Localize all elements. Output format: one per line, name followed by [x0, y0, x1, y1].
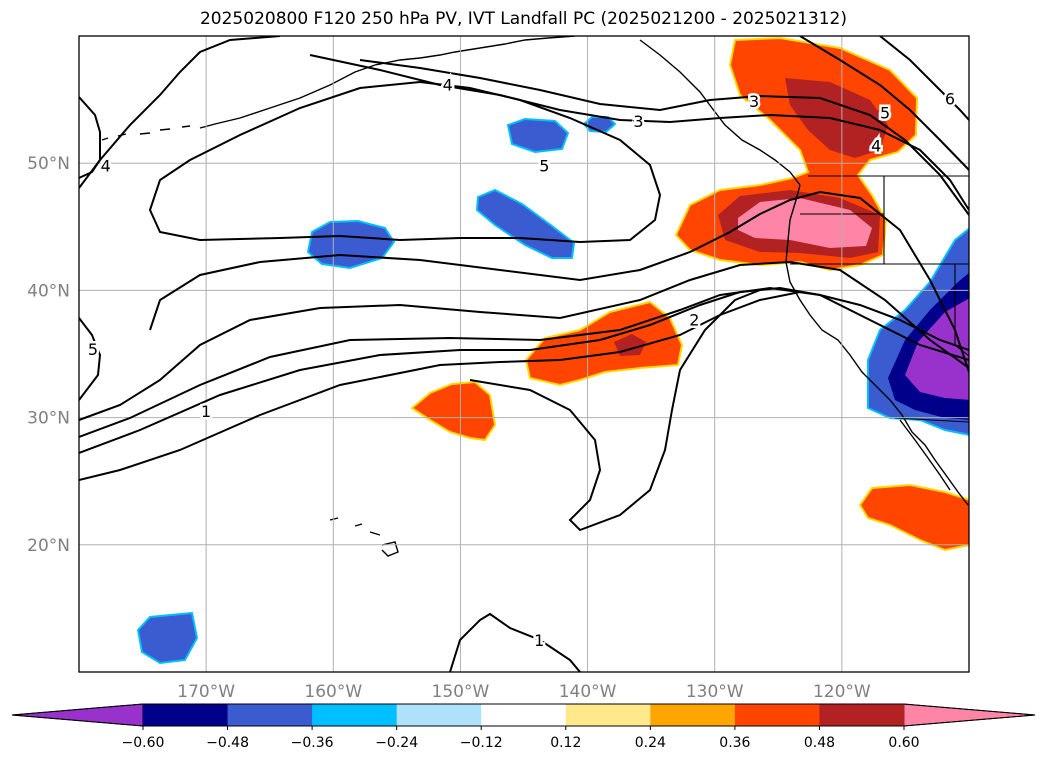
- contour-label: 1: [201, 402, 211, 421]
- contour-line: [449, 612, 581, 672]
- colorbar-label: −0.36: [291, 735, 334, 751]
- lon-tick-label: 120°W: [813, 682, 871, 702]
- longitude-tick-labels: 170°W 160°W 150°W 140°W 130°W 120°W: [177, 682, 871, 702]
- lat-tick-label: 50°N: [27, 154, 70, 174]
- lon-tick-label: 140°W: [559, 682, 617, 702]
- anomaly-region-subtropic-west: [410, 380, 497, 442]
- contour-label: 4: [871, 136, 881, 155]
- contour-line: [149, 190, 969, 373]
- lon-tick-label: 170°W: [177, 682, 235, 702]
- colorbar-segment: [396, 704, 482, 726]
- anomaly-region-neg-southwest: [136, 611, 199, 665]
- contour-line: [359, 59, 969, 216]
- bc-coastline: [639, 39, 801, 186]
- borders: [790, 175, 969, 423]
- contour-line: [79, 36, 281, 189]
- colorbar-label: 0.12: [550, 735, 581, 751]
- colorbar-extend-high: [902, 703, 1036, 727]
- colorbar-label: −0.60: [122, 735, 165, 751]
- colorbar-label: −0.24: [375, 735, 418, 751]
- colorbar-segment: [734, 704, 820, 726]
- contour-label: 5: [88, 340, 98, 359]
- colorbar-segment: [650, 704, 736, 726]
- lat-tick-label: 30°N: [27, 409, 70, 429]
- contour-line: [79, 260, 969, 421]
- contour-line: [148, 80, 662, 244]
- hawaii-islands: [329, 517, 399, 557]
- colorbar-extend-low: [11, 703, 144, 727]
- colorbar-label: 0.24: [635, 735, 666, 751]
- map-plot-area: 4 4 3 5 3 5 4 6 5 1 2 1: [79, 36, 969, 672]
- anomaly-region-neg-aleutian-east: [506, 117, 570, 154]
- contour-label: 5: [880, 103, 890, 122]
- anomaly-region-baja: [858, 483, 969, 552]
- lat-tick-label: 20°N: [27, 536, 70, 556]
- contour-line: [79, 286, 969, 454]
- lon-tick-label: 150°W: [432, 682, 490, 702]
- anomaly-region-neg-streak: [475, 188, 576, 259]
- contour-label: 4: [101, 157, 111, 176]
- colorbar-segment: [481, 704, 567, 726]
- contour-line: [799, 36, 969, 171]
- contour-label: 5: [539, 157, 549, 176]
- colorbar-label: −0.12: [460, 735, 503, 751]
- mexico-border: [894, 417, 969, 423]
- contour-line: [79, 317, 102, 401]
- latitude-tick-labels: 20°N 30°N 40°N 50°N: [27, 154, 70, 556]
- contour-label: 1: [534, 631, 544, 650]
- contour-label: 2: [689, 311, 699, 330]
- contour-line: [79, 286, 969, 438]
- colorbar-segment: [312, 704, 398, 726]
- colorbar-label: 0.36: [719, 735, 750, 751]
- pv-contours: [79, 36, 969, 672]
- colorbar-label: 0.48: [804, 735, 835, 751]
- colorbar-segment: [143, 704, 229, 726]
- contour-line: [879, 36, 969, 121]
- baja-coast: [899, 419, 951, 491]
- west-coast: [785, 184, 969, 506]
- anomaly-region-oregon-peak: [738, 198, 872, 248]
- map-frame: [78, 35, 970, 673]
- lon-tick-label: 130°W: [686, 682, 744, 702]
- lat-tick-label: 40°N: [27, 281, 70, 301]
- contour-label: 6: [945, 89, 955, 108]
- colorbar-segment: [227, 704, 313, 726]
- contour-line: [469, 289, 761, 532]
- contour-labels: 4 4 3 5 3 5 4 6 5 1 2 1: [85, 73, 957, 653]
- colorbar-segment: [819, 704, 905, 726]
- positive-anomaly-shading: [410, 36, 969, 552]
- contour-line: [309, 54, 969, 211]
- colorbar-segment: [565, 704, 651, 726]
- gridlines: [79, 36, 969, 672]
- alaska-coastline: [199, 36, 576, 129]
- colorbar-label: −0.48: [206, 735, 249, 751]
- colorbar: −0.60 −0.48 −0.36 −0.24 −0.12 0.12 0.24 0.36 0.4…: [11, 703, 1036, 751]
- contour-label: 3: [749, 92, 759, 111]
- map-title: 2025020800 F120 250 hPa PV, IVT Landfall…: [199, 9, 847, 29]
- contour-label: 4: [443, 75, 453, 94]
- colorbar-label: 0.60: [888, 735, 919, 751]
- contour-label: 3: [633, 112, 643, 131]
- lon-tick-label: 160°W: [304, 682, 362, 702]
